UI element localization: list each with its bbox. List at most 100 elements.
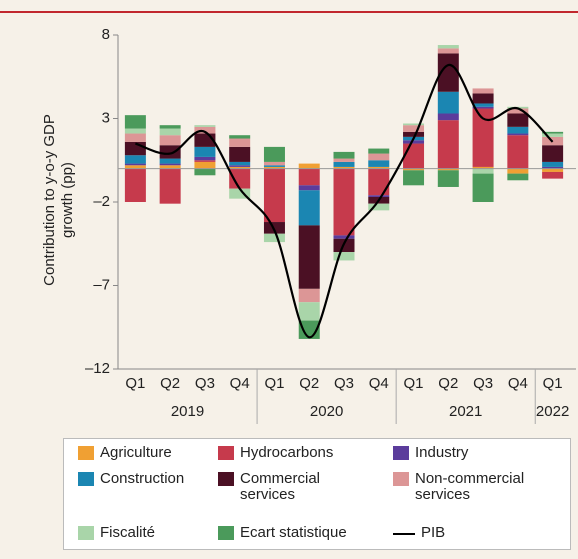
bar-segment bbox=[124, 165, 146, 169]
bar-segment bbox=[194, 126, 216, 134]
bar-segment bbox=[368, 195, 390, 197]
bar-segment bbox=[437, 113, 459, 121]
bar-segment bbox=[194, 161, 216, 169]
bar-segment bbox=[333, 252, 355, 261]
bar-segment bbox=[333, 166, 355, 169]
bar-segment bbox=[298, 190, 320, 226]
bar-segment bbox=[507, 168, 529, 174]
x-tick-label: Q1 bbox=[404, 375, 424, 392]
bar-segment bbox=[403, 168, 425, 171]
bar-segment bbox=[229, 146, 251, 162]
bar-segment bbox=[229, 165, 251, 167]
legend-label: Industry bbox=[415, 444, 469, 461]
bar-segment bbox=[333, 161, 355, 167]
bar-segment bbox=[472, 168, 494, 174]
y-axis-label: Contribution to y-o-y GDP bbox=[41, 114, 58, 286]
legend-label: Fiscalité bbox=[100, 524, 156, 541]
bar-segment bbox=[507, 108, 529, 114]
bar-segment bbox=[368, 166, 390, 169]
legend-label: Non-commercial services bbox=[415, 470, 525, 503]
bar-segment bbox=[229, 135, 251, 139]
bar-segment bbox=[124, 133, 146, 142]
y-tick-label: –2 bbox=[93, 193, 110, 210]
bar-segment bbox=[124, 155, 146, 164]
legend-line bbox=[393, 533, 415, 535]
bar-segment bbox=[472, 93, 494, 104]
legend-label: Agriculture bbox=[100, 444, 172, 461]
x-tick-label: Q3 bbox=[334, 375, 354, 392]
bar-segment bbox=[368, 153, 390, 161]
bar-segment bbox=[263, 166, 285, 169]
bar-segment bbox=[159, 165, 181, 169]
bar-segment bbox=[263, 168, 285, 223]
bar-segment bbox=[159, 168, 181, 204]
x-tick-label: Q2 bbox=[438, 375, 458, 392]
legend-swatch bbox=[78, 526, 94, 540]
legend-item: Ecart statistique bbox=[218, 525, 393, 551]
legend-swatch bbox=[218, 472, 234, 486]
bar-segment bbox=[472, 108, 494, 167]
bar-segment bbox=[507, 126, 529, 134]
bar-segment bbox=[542, 168, 564, 172]
bar-segment bbox=[368, 203, 390, 211]
bar-segment bbox=[507, 173, 529, 181]
bar-segment bbox=[124, 163, 146, 166]
legend-label: Commercial services bbox=[240, 470, 321, 503]
x-tick-label: Q1 bbox=[264, 375, 284, 392]
bar-segment bbox=[124, 115, 146, 129]
legend-item: Construction bbox=[78, 471, 218, 525]
bar-segment bbox=[194, 160, 216, 162]
legend-swatch bbox=[393, 472, 409, 486]
x-tick-label: Q2 bbox=[299, 375, 319, 392]
bar-segment bbox=[159, 125, 181, 129]
x-tick-label: Q4 bbox=[369, 375, 389, 392]
bar-segment bbox=[229, 188, 251, 199]
bar-segment bbox=[437, 48, 459, 54]
bar-segment bbox=[333, 168, 355, 236]
bar-segment bbox=[542, 171, 564, 179]
bar-segment bbox=[159, 163, 181, 166]
legend-label: Ecart statistique bbox=[240, 524, 347, 541]
bar-segment bbox=[229, 138, 251, 147]
legend-item: Industry bbox=[393, 445, 563, 471]
y-axis-label: growth (pp) bbox=[59, 162, 76, 238]
bar-segment bbox=[298, 225, 320, 289]
x-tick-label: Q3 bbox=[473, 375, 493, 392]
bar-segment bbox=[472, 173, 494, 202]
bar-segment bbox=[437, 45, 459, 49]
bar-segment bbox=[403, 140, 425, 144]
chart: Contribution to y-o-y GDP growth (pp) 8 3… bbox=[0, 11, 578, 424]
x-group-label: 2020 bbox=[310, 403, 343, 420]
legend-item: Agriculture bbox=[78, 445, 218, 471]
bar-segment bbox=[542, 166, 564, 169]
bar-segment bbox=[263, 233, 285, 243]
bar-segment bbox=[229, 161, 251, 166]
x-tick-label: Q4 bbox=[508, 375, 528, 392]
bar-segment bbox=[124, 128, 146, 134]
legend-item: Hydrocarbons bbox=[218, 445, 393, 471]
bar-segment bbox=[507, 133, 529, 136]
x-tick-label: Q3 bbox=[195, 375, 215, 392]
bar-segment bbox=[368, 168, 390, 196]
x-tick-label: Q1 bbox=[125, 375, 145, 392]
bar-segment bbox=[437, 170, 459, 187]
legend-swatch bbox=[218, 446, 234, 460]
bar-segment bbox=[333, 235, 355, 239]
bar-segment bbox=[229, 166, 251, 169]
legend-item: Non-commercial services bbox=[393, 471, 563, 525]
legend-swatch bbox=[218, 526, 234, 540]
bar-segment bbox=[298, 163, 320, 169]
bar-segment bbox=[229, 168, 251, 189]
x-group-label: 2019 bbox=[171, 403, 204, 420]
legend-label: PIB bbox=[421, 524, 446, 541]
y-tick-label: –7 bbox=[93, 276, 110, 293]
legend: Agriculture Hydrocarbons Industry Construct… bbox=[63, 438, 571, 550]
legend-swatch bbox=[78, 472, 94, 486]
bar-segment bbox=[263, 161, 285, 166]
bar-segment bbox=[403, 170, 425, 186]
y-tick-label: –12 bbox=[85, 360, 110, 377]
bar-segment bbox=[472, 103, 494, 107]
y-tick-label: 3 bbox=[102, 109, 110, 126]
bar-segment bbox=[507, 113, 529, 127]
